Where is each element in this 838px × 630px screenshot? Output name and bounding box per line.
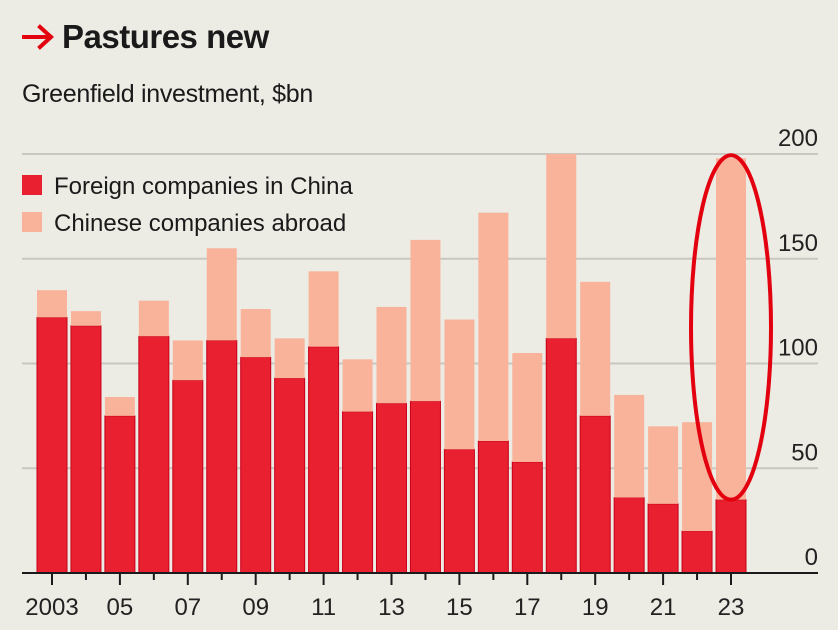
bar-chinese-2019 (580, 281, 611, 416)
bar-chinese-2020 (614, 394, 645, 498)
bar-foreign-2017 (511, 461, 543, 574)
bar-foreign-2009 (240, 356, 272, 574)
bar-chinese-2005 (104, 397, 135, 416)
bar-chinese-2006 (138, 300, 169, 337)
bar-chinese-2014 (410, 239, 441, 402)
bar-foreign-2015 (443, 448, 475, 574)
chart-subtitle: Greenfield investment, $bn (22, 80, 313, 108)
x-axis-labels: 2003 05 07 09 11 13 15 17 19 21 23 (25, 594, 744, 621)
bar-foreign-2020 (613, 497, 645, 574)
bar-chinese-2017 (512, 353, 543, 462)
x-tick-label: 05 (107, 594, 134, 621)
x-tick-label: 13 (378, 594, 405, 621)
x-tick-label: 07 (174, 594, 201, 621)
bar-chinese-2010 (274, 338, 305, 379)
y-tick-label: 200 (778, 125, 818, 152)
x-tick-label: 09 (242, 594, 269, 621)
bar-chinese-2011 (308, 271, 339, 347)
bar-foreign-2004 (70, 325, 102, 574)
x-tick-label: 11 (311, 594, 336, 621)
bar-foreign-2006 (138, 335, 170, 574)
legend-swatch-foreign (22, 175, 42, 195)
legend-label-chinese: Chinese companies abroad (54, 210, 346, 237)
bar-chinese-2016 (478, 212, 509, 442)
bar-foreign-2012 (342, 411, 374, 574)
bar-chinese-2021 (648, 426, 679, 504)
x-tick-label: 2003 (25, 594, 78, 621)
bar-foreign-2021 (647, 503, 679, 574)
y-tick-label: 150 (778, 230, 818, 257)
legend-swatch-chinese (22, 212, 42, 232)
legend-label-foreign: Foreign companies in China (54, 173, 353, 200)
bar-foreign-2023 (715, 499, 747, 574)
x-tick-label: 23 (718, 594, 745, 621)
bar-chinese-2003 (37, 290, 67, 318)
bar-foreign-2011 (308, 346, 340, 574)
bar-foreign-2022 (681, 530, 713, 574)
x-axis (22, 572, 818, 585)
x-tick-label: 15 (446, 594, 473, 621)
y-tick-label: 50 (791, 439, 818, 466)
bar-chinese-2012 (342, 359, 373, 412)
bar-chinese-2009 (240, 309, 271, 358)
bar-chinese-2004 (70, 311, 101, 326)
y-tick-label: 100 (778, 335, 818, 362)
x-tick-label: 19 (582, 594, 609, 621)
annotations (689, 153, 773, 502)
title-row: Pastures new (22, 18, 269, 56)
bar-foreign-2005 (104, 415, 136, 574)
bar-foreign-2014 (409, 400, 441, 574)
bar-foreign-2018 (545, 337, 577, 574)
bar-chinese-2023 (716, 158, 746, 500)
bar-chinese-2008 (206, 248, 237, 341)
bar-chinese-2018 (546, 154, 577, 339)
bar-foreign-2003 (36, 316, 68, 574)
x-tick-label: 17 (514, 594, 541, 621)
bar-foreign-2010 (274, 377, 306, 574)
bar-chinese-2015 (444, 319, 475, 450)
bar-foreign-2016 (477, 440, 509, 574)
y-tick-label: 0 (805, 544, 818, 571)
highlight-ellipse (689, 153, 773, 502)
bar-foreign-2007 (172, 379, 204, 574)
legend: Foreign companies in China Chinese compa… (22, 173, 353, 237)
y-axis-labels: 0 50 100 150 200 (778, 125, 818, 571)
bar-chinese-2013 (376, 306, 407, 404)
x-tick-label: 21 (650, 594, 677, 621)
bars (36, 154, 747, 574)
right-arrow-icon (22, 24, 54, 50)
bar-foreign-2013 (376, 402, 407, 574)
chart-title: Pastures new (62, 18, 269, 55)
bar-chinese-2022 (682, 422, 713, 532)
bar-foreign-2008 (206, 339, 238, 574)
bar-foreign-2019 (579, 415, 611, 574)
bar-chinese-2007 (172, 340, 203, 381)
